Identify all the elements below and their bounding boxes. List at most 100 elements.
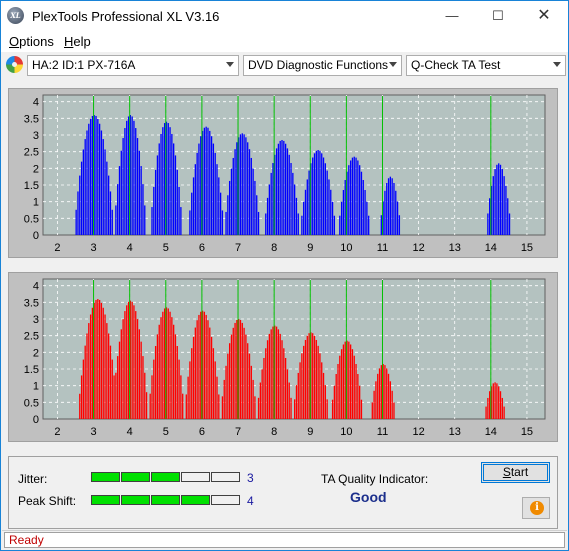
test-select[interactable]: Q-Check TA Test: [406, 55, 566, 76]
histogram-bar: [247, 142, 249, 235]
meter-segment: [121, 472, 150, 482]
y-tick-label: 4: [33, 281, 39, 293]
histogram-bar: [185, 394, 187, 419]
histogram-bar: [283, 140, 285, 235]
histogram-bar: [230, 334, 233, 419]
histogram-bar: [248, 353, 251, 419]
y-tick-label: 3: [33, 314, 39, 326]
histogram-bar: [487, 397, 489, 419]
x-tick-label: 13: [449, 242, 461, 254]
histogram-bar: [360, 399, 363, 419]
histogram-bar: [214, 361, 216, 419]
histogram-bar: [104, 149, 106, 235]
chevron-down-icon[interactable]: [389, 62, 397, 67]
histogram-bar: [196, 320, 198, 419]
histogram-bar: [100, 302, 103, 419]
histogram-bar: [346, 171, 348, 235]
histogram-bar: [348, 165, 350, 235]
histogram-bar: [201, 130, 204, 235]
histogram-bar: [384, 190, 386, 235]
histogram-bar: [153, 186, 155, 235]
start-button[interactable]: Start: [481, 462, 550, 483]
menu-options[interactable]: Options: [9, 34, 54, 49]
close-icon[interactable]: ✕: [537, 7, 551, 24]
chevron-down-icon[interactable]: [226, 62, 234, 67]
histogram-bar: [507, 198, 509, 235]
status-text: Ready: [4, 532, 565, 548]
menu-help[interactable]: Help: [64, 34, 91, 49]
histogram-bar: [377, 373, 379, 419]
histogram-bar: [209, 327, 211, 419]
histogram-bar: [154, 346, 157, 419]
peak-shift-value: 4: [247, 494, 254, 508]
histogram-bar: [122, 319, 124, 419]
drive-select[interactable]: HA:2 ID:1 PX-716A: [27, 55, 239, 76]
x-tick-label: 6: [199, 426, 205, 438]
histogram-bar: [266, 340, 269, 419]
histogram-bar: [212, 348, 215, 419]
histogram-bar: [357, 160, 359, 235]
meter-segment: [121, 495, 150, 505]
histogram-bar: [205, 126, 207, 235]
title-bar[interactable]: XL PlexTools Professional XL V3.16 — ☐ ✕: [1, 1, 568, 31]
histogram-bar: [106, 161, 108, 235]
histogram-bar: [126, 120, 128, 235]
ta-quality-value: Good: [350, 489, 387, 505]
histogram-bar: [86, 130, 88, 235]
menu-bar: Options Help: [1, 31, 568, 52]
maximize-icon[interactable]: ☐: [492, 8, 504, 23]
histogram-bar: [200, 311, 202, 419]
function-select[interactable]: DVD Diagnostic Functions: [243, 55, 402, 76]
histogram-bar: [162, 127, 164, 235]
histogram-bar: [158, 324, 160, 419]
histogram-bar: [126, 305, 128, 419]
histogram-bar: [326, 170, 328, 235]
histogram-bar: [295, 385, 298, 419]
histogram-bar: [362, 179, 364, 235]
meter-segment: [91, 495, 120, 505]
meter-segment: [211, 472, 240, 482]
info-button[interactable]: i: [522, 497, 550, 519]
histogram-bar: [176, 169, 178, 235]
histogram-bar: [386, 183, 388, 235]
histogram-bar: [275, 326, 278, 419]
histogram-bar: [95, 115, 97, 235]
histogram-bar: [503, 406, 505, 419]
chevron-down-icon[interactable]: [553, 62, 561, 67]
histogram-bar: [209, 130, 211, 235]
histogram-bar: [171, 317, 173, 419]
histogram-bar: [373, 390, 375, 419]
histogram-bar: [342, 344, 345, 419]
minimize-icon[interactable]: —: [445, 8, 459, 23]
histogram-bar: [144, 205, 146, 235]
histogram-bar: [84, 345, 86, 419]
histogram-bar: [505, 185, 507, 235]
histogram-bar: [75, 209, 77, 235]
histogram-bar: [210, 336, 213, 419]
x-tick-label: 2: [54, 426, 60, 438]
meter-segment: [181, 495, 210, 505]
histogram-bar: [203, 127, 206, 235]
histogram-bar: [297, 372, 299, 419]
histogram-bar: [198, 314, 200, 419]
histogram-bar: [349, 160, 352, 235]
histogram-bar: [160, 133, 162, 235]
histogram-bar: [167, 308, 169, 419]
x-tick-label: 11: [377, 426, 388, 438]
histogram-bar: [234, 322, 236, 419]
histogram-bar: [171, 133, 173, 235]
histogram-bar: [391, 390, 393, 419]
histogram-bar: [288, 154, 290, 235]
histogram-bar: [301, 215, 303, 235]
histogram-bar: [124, 128, 126, 235]
histogram-bar: [243, 134, 245, 235]
histogram-bar: [142, 356, 144, 419]
histogram-bar: [378, 368, 381, 419]
histogram-bar: [214, 152, 216, 235]
histogram-bar: [174, 155, 177, 235]
histogram-bar: [120, 150, 122, 235]
histogram-bar: [340, 349, 343, 419]
x-tick-label: 9: [307, 426, 313, 438]
x-tick-label: 12: [412, 242, 424, 254]
bottom-chart-panel: 0 0.5 1 1.5 2 2.5 3 3.5 4 2 3 4 5 6 7 8 9 10 11 12 13 14 15: [8, 272, 558, 442]
